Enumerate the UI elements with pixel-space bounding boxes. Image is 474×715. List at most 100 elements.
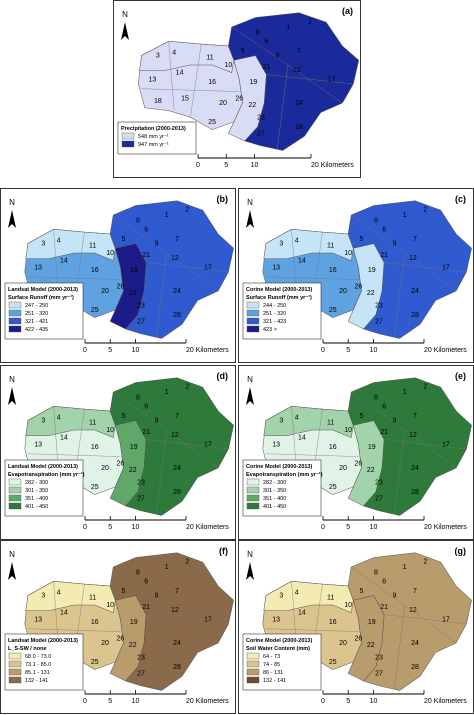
panel: (d)N123456789101112131415161718192021222…: [0, 365, 236, 540]
subbasin-label: 24: [173, 640, 181, 647]
subbasin-boundary: [146, 262, 229, 273]
subbasin-label: 6: [382, 226, 386, 233]
scale-label: 20 Kilometers: [186, 698, 229, 705]
subbasin-label: 22: [129, 290, 137, 297]
legend-swatch: [246, 486, 260, 494]
subbasin-label: 11: [206, 54, 213, 61]
subbasin-boundary: [404, 429, 457, 469]
subbasin-label: 3: [41, 418, 45, 425]
north-label: N: [247, 375, 253, 384]
subbasin-boundary: [113, 566, 167, 606]
legend-label: 64 - 73: [263, 654, 280, 660]
subbasin-label: 5: [360, 588, 364, 595]
subbasin-label: 10: [106, 427, 114, 434]
legend-swatch: [246, 309, 260, 317]
legend-label: 132 - 141: [25, 678, 48, 684]
scale-label: 20 Kilometers: [424, 347, 467, 354]
subbasin-label: 7: [413, 413, 417, 420]
subbasin-label: 23: [137, 302, 145, 309]
map-zone: [263, 406, 354, 438]
legend-label: 251 - 320: [263, 311, 286, 317]
map-zone: [347, 552, 472, 691]
subbasin-label: 9: [275, 53, 279, 60]
legend-swatch: [8, 309, 22, 317]
legend-swatch: [8, 325, 22, 333]
north-arrow: [8, 210, 16, 228]
panel-label: (f): [219, 546, 228, 556]
legend-swatch: [246, 317, 260, 325]
legend-swatch: [8, 486, 22, 494]
panel-label: (e): [455, 371, 466, 381]
subbasin-label: 4: [295, 238, 299, 245]
north-label: N: [9, 375, 15, 384]
panel-label: (c): [455, 194, 466, 204]
legend-swatch: [246, 676, 260, 684]
subbasin-label: 4: [295, 415, 299, 422]
map-zone: [109, 200, 234, 339]
subbasin-label: 20: [101, 288, 109, 295]
north-arrow: [121, 22, 129, 40]
subbasin-label: 3: [279, 241, 283, 248]
subbasin-label: 16: [91, 444, 99, 451]
subbasin-label: 16: [91, 619, 99, 626]
scale-label: 10: [370, 347, 378, 354]
legend-title: Corine Model (2000-2013): [246, 287, 312, 293]
subbasin-boundary: [384, 262, 467, 273]
subbasin-label: 9: [154, 593, 158, 600]
legend-swatch: [246, 660, 260, 668]
subbasin-label: 7: [413, 588, 417, 595]
subbasin-label: 25: [329, 307, 337, 314]
subbasin-label: 20: [101, 640, 109, 647]
subbasin-label: 25: [91, 307, 99, 314]
subbasin-boundary: [265, 628, 359, 632]
scale-label: 5: [346, 698, 350, 705]
subbasin-label: 6: [144, 578, 148, 585]
subbasin-label: 28: [411, 664, 419, 671]
subbasin-boundary: [265, 453, 359, 457]
subbasin-boundary: [190, 44, 202, 118]
legend-label: 401 - 450: [263, 504, 286, 510]
subbasin-label: 10: [106, 602, 114, 609]
legend-swatch: [246, 494, 260, 502]
subbasin-boundary: [168, 41, 175, 111]
subbasin-label: 11: [89, 594, 96, 601]
subbasin-label: 23: [257, 114, 265, 121]
scale-label: 20 Kilometers: [186, 347, 229, 354]
subbasin-label: 22: [367, 467, 375, 474]
subbasin-label: 3: [41, 241, 45, 248]
subbasin-boundary: [146, 439, 229, 450]
subbasin-label: 28: [411, 312, 419, 319]
subbasin-label: 10: [344, 250, 352, 257]
subbasin-label: 22: [367, 642, 375, 649]
subbasin-label: 22: [367, 290, 375, 297]
subbasin-boundary: [113, 214, 167, 254]
subbasin-label: 24: [411, 640, 419, 647]
subbasin-label: 20: [339, 465, 347, 472]
map-zone: [228, 12, 360, 151]
scale-label: 5: [224, 162, 228, 169]
scale-label: 10: [370, 524, 378, 531]
subbasin-label: 22: [129, 467, 137, 474]
legend-label: 422 - 435: [25, 327, 48, 333]
legend-title: Precipitation (2000-2013): [121, 126, 186, 132]
subbasin-label: 3: [279, 593, 283, 600]
legend-swatch: [246, 478, 260, 486]
subbasin-boundary: [394, 252, 405, 337]
subbasin-boundary: [27, 453, 121, 457]
legend-title: Evapotranspiration (mm yr⁻¹): [8, 471, 85, 478]
subbasin-label: 12: [409, 432, 417, 439]
scale-label: 20 Kilometers: [311, 162, 354, 169]
subbasin-label: 20: [339, 640, 347, 647]
scale-label: 5: [346, 347, 350, 354]
subbasin-label: 11: [327, 419, 334, 426]
subbasin-label: 14: [298, 258, 306, 265]
legend-label: 282 - 300: [263, 480, 286, 486]
map: [262, 200, 472, 339]
subbasin-label: 21: [142, 252, 150, 259]
legend-swatch: [8, 317, 22, 325]
subbasin-label: 14: [60, 435, 68, 442]
scale-label: 5: [108, 698, 112, 705]
subbasin-label: 21: [263, 64, 271, 71]
subbasin-label: 27: [137, 670, 145, 677]
subbasin-label: 6: [382, 578, 386, 585]
